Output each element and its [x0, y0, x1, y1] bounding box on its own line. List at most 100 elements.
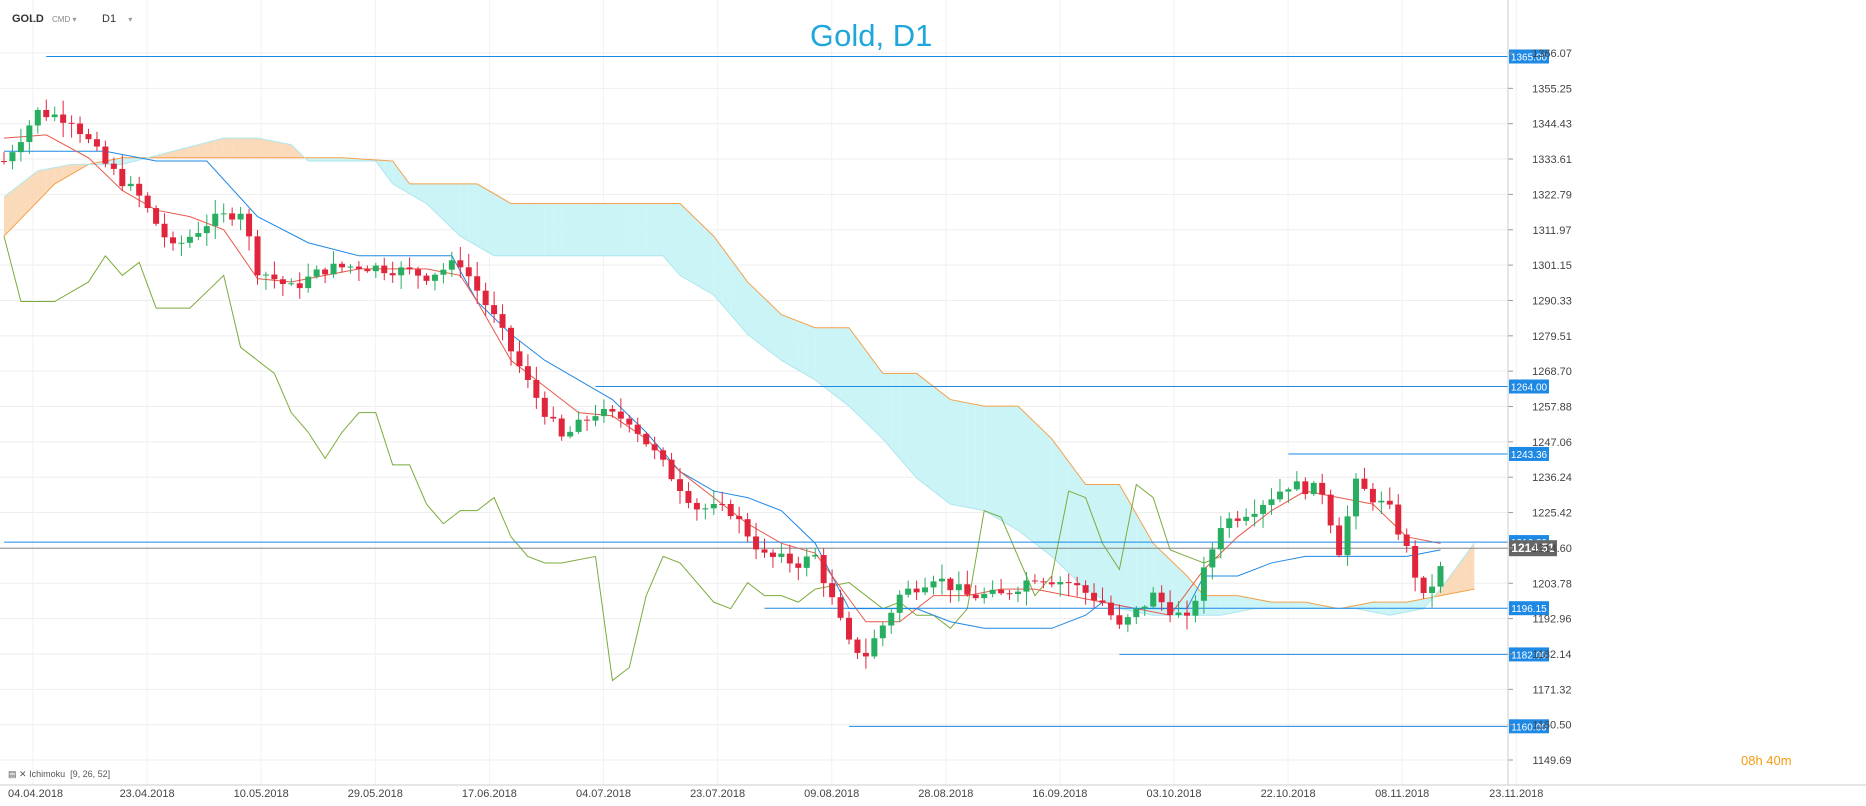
candle-body: [423, 275, 430, 281]
cloud-segment: [730, 259, 740, 325]
cloud-segment: [460, 183, 469, 242]
candle-body: [753, 536, 760, 550]
cloud-segment: [578, 203, 588, 256]
candle-body: [1209, 549, 1216, 568]
candle-body: [913, 588, 920, 593]
x-tick-label: 23.04.2018: [120, 788, 175, 800]
x-tick-label: 16.09.2018: [1032, 788, 1087, 800]
timeframe-selector[interactable]: D1 ▾: [102, 13, 133, 25]
candle-body: [972, 594, 979, 599]
candle-body: [415, 269, 422, 276]
candle-body: [879, 625, 886, 639]
level-tag-label: 1160.00: [1511, 722, 1547, 733]
cloud-segment: [54, 165, 64, 184]
cloud-segment: [1170, 559, 1179, 616]
candle-body: [355, 266, 362, 270]
cloud-segment: [443, 183, 452, 229]
cloud-segment: [654, 203, 664, 256]
cloud-segment: [925, 379, 934, 492]
candle-body: [482, 290, 489, 306]
x-tick-label: 10.05.2018: [234, 788, 289, 800]
candle-body: [702, 508, 709, 510]
cloud-segment: [891, 373, 900, 459]
candle-body: [710, 503, 717, 509]
level-tag: [1509, 647, 1549, 662]
cloud-segment: [265, 139, 275, 158]
candle-body: [237, 213, 244, 220]
level-tag-label: 1264.00: [1511, 383, 1548, 394]
candle-body: [406, 267, 413, 270]
y-tick-label: 1268.70: [1532, 366, 1572, 378]
cloud-segment: [1406, 600, 1416, 612]
cloud-segment: [705, 228, 714, 296]
x-tick-label: 29.05.2018: [348, 788, 403, 800]
candle-body: [262, 274, 269, 276]
candle-body: [651, 444, 658, 451]
chevron-down-icon[interactable]: ▾: [72, 15, 77, 24]
candle-body: [60, 114, 67, 123]
candle-body: [136, 183, 143, 196]
cloud-segment: [198, 142, 207, 158]
cloud-segment: [570, 203, 579, 256]
candle-body: [846, 617, 852, 640]
cloud-segment: [418, 183, 427, 204]
candle-body: [1116, 615, 1123, 625]
cloud-segment: [984, 406, 993, 516]
candle-body: [930, 581, 937, 588]
cloud-segment: [806, 324, 816, 380]
candle-body: [347, 266, 354, 268]
indicator-params: [9, 26, 52]: [70, 769, 111, 779]
cloud-segment: [1001, 406, 1010, 526]
candle-body: [719, 503, 726, 505]
candle-body: [1048, 582, 1055, 585]
y-tick-label: 1355.25: [1532, 83, 1572, 95]
market-label[interactable]: CMD ▾: [52, 15, 77, 24]
symbol-label[interactable]: GOLD: [12, 13, 44, 25]
cloud-segment: [713, 236, 723, 305]
candle-body: [947, 578, 954, 591]
candle-body: [1226, 518, 1233, 529]
cloud-segment: [1220, 595, 1230, 616]
candle-body: [271, 274, 278, 280]
y-tick-label: 1301.15: [1532, 260, 1572, 272]
candle-body: [85, 134, 92, 140]
candle-body: [1006, 593, 1013, 595]
cloud-segment: [384, 160, 393, 184]
candle-body: [668, 459, 675, 480]
cloud-segment: [874, 361, 883, 439]
candle-body: [34, 109, 41, 126]
cloud-segment: [1085, 484, 1095, 594]
candle-body: [26, 125, 33, 143]
chevron-down-icon[interactable]: ▾: [128, 15, 133, 24]
candle-body: [1124, 617, 1131, 625]
candle-body: [364, 269, 371, 272]
candle-body: [43, 109, 50, 118]
cloud-segment: [1178, 567, 1187, 616]
close-icon[interactable]: ✕: [19, 769, 27, 779]
y-tick-label: 1322.79: [1532, 189, 1572, 201]
x-tick-label: 03.10.2018: [1146, 788, 1201, 800]
candle-body: [981, 593, 988, 599]
candle-body: [837, 597, 844, 618]
y-tick-label: 1203.78: [1532, 578, 1572, 590]
level-tag-label: 1365.00: [1511, 52, 1548, 63]
candle-body: [558, 418, 565, 437]
candle-body: [938, 578, 945, 582]
y-tick-label: 1182.14: [1533, 649, 1572, 661]
candle-body: [1107, 602, 1114, 616]
candle-body: [1285, 489, 1292, 492]
candle-body: [575, 419, 582, 432]
cloud-segment: [46, 167, 55, 193]
y-tick-label: 1214.60: [1532, 543, 1572, 555]
ichimoku-cloud: [4, 138, 1475, 616]
indicator-legend[interactable]: ▤ ✕ Ichimoku [9, 26, 52]: [8, 769, 110, 780]
cloud-segment: [1026, 414, 1035, 544]
candle-body: [127, 183, 134, 187]
cloud-segment: [173, 149, 182, 158]
candle-body: [296, 283, 303, 289]
candle-body: [1023, 580, 1030, 592]
candle-body: [1327, 494, 1334, 526]
cloud-segment: [511, 203, 520, 256]
candle-body: [820, 554, 827, 584]
